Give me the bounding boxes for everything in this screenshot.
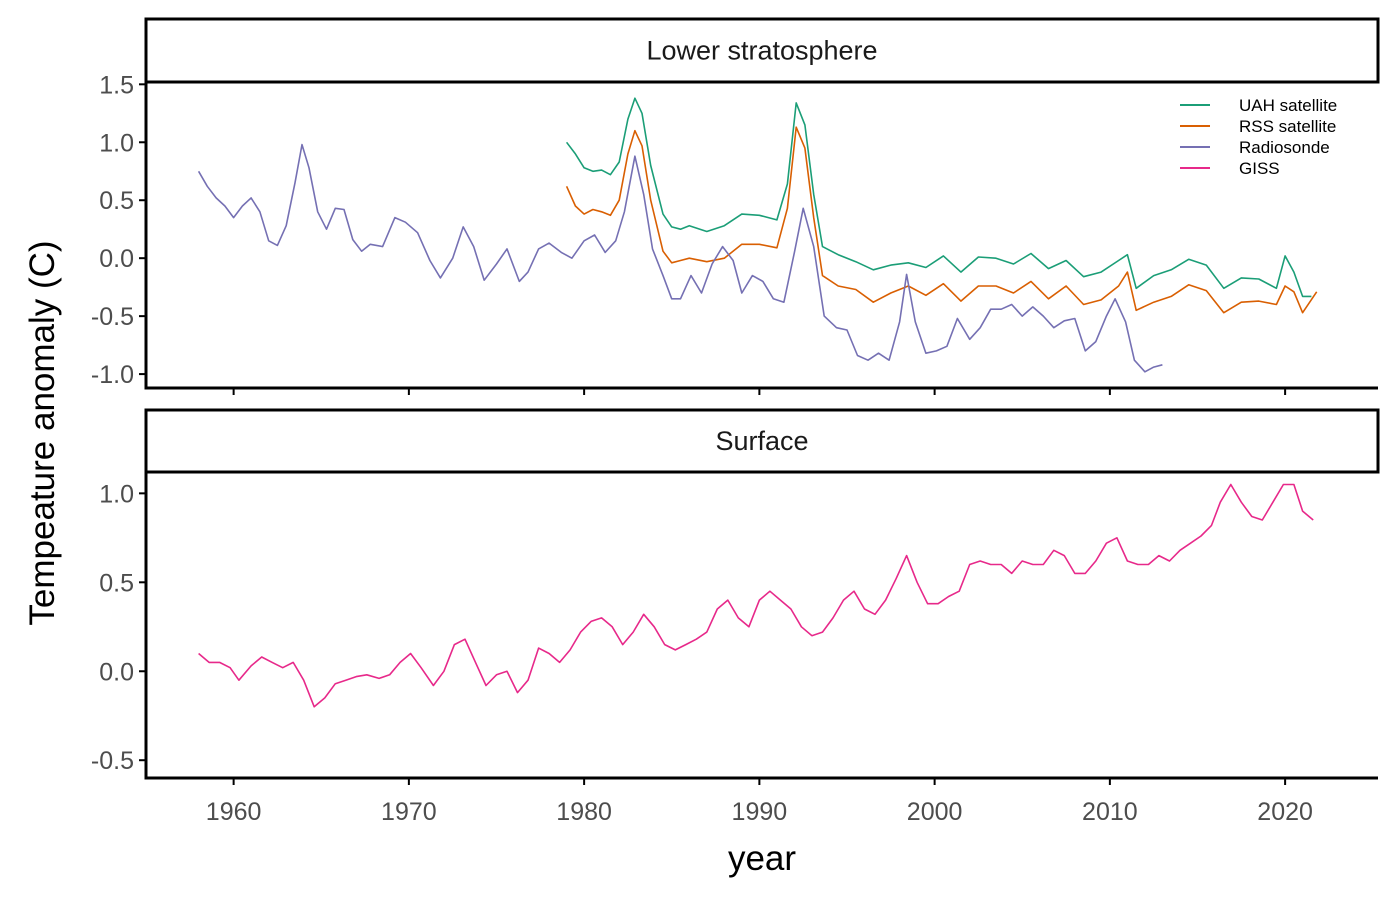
series-line-rss-satellite — [565, 126, 1318, 314]
y-tick-label: -0.5 — [91, 303, 134, 331]
y-tick-label: 1.5 — [99, 71, 134, 99]
legend-label: Radiosonde — [1239, 138, 1330, 157]
strip-box-1 — [144, 408, 1380, 474]
y-tick-label: 0.5 — [99, 187, 134, 215]
series-line-radiosonde — [197, 143, 1163, 373]
x-tick-label: 1980 — [556, 798, 612, 826]
strip-label-1: Surface — [715, 426, 808, 456]
x-tick-label: 2000 — [907, 798, 963, 826]
x-tick-label: 2020 — [1257, 798, 1313, 826]
y-tick-label: 1.0 — [99, 480, 134, 508]
y-axis-title: Tempeature anomaly (C) — [23, 240, 62, 625]
y-tick-label: -1.0 — [91, 361, 134, 389]
strip-box-0 — [144, 17, 1380, 84]
y-tick-label: 0.0 — [99, 658, 134, 686]
y-tick-label: -0.5 — [91, 747, 134, 775]
series-line-giss — [198, 483, 1314, 708]
strip-label-0: Lower stratosphere — [646, 36, 877, 66]
x-tick-label: 2010 — [1082, 798, 1138, 826]
x-tick-label: 1990 — [732, 798, 788, 826]
legend-label: GISS — [1239, 159, 1280, 178]
legend-label: UAH satellite — [1239, 96, 1337, 115]
series-line-uah-satellite — [565, 97, 1312, 298]
y-tick-label: 0.5 — [99, 569, 134, 597]
y-tick-label: 1.0 — [99, 129, 134, 157]
x-tick-label: 1960 — [206, 798, 262, 826]
x-tick-label: 1970 — [381, 798, 437, 826]
legend-label: RSS satellite — [1239, 117, 1336, 136]
y-tick-label: 0.0 — [99, 245, 134, 273]
x-axis-title: year — [728, 839, 796, 878]
